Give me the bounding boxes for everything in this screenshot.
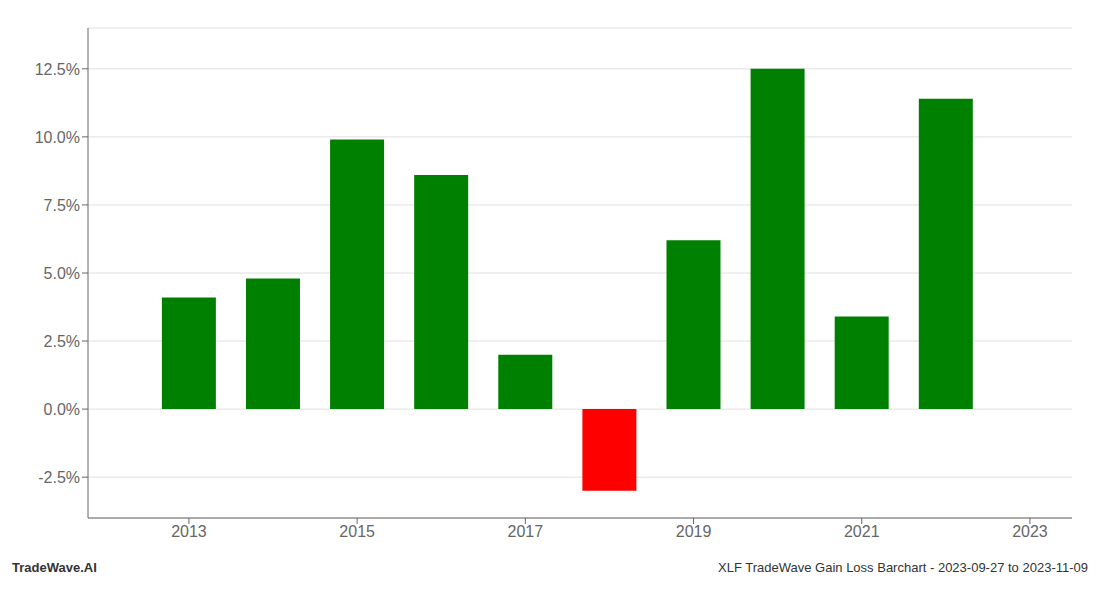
svg-text:0.0%: 0.0% — [44, 401, 80, 418]
svg-text:5.0%: 5.0% — [44, 265, 80, 282]
html-text:XLF TradeWave Gain Loss Barcha: XLF TradeWave Gain Loss Barchart - 2023-… — [718, 560, 1088, 575]
svg-text:10.0%: 10.0% — [35, 129, 80, 146]
svg-text:2015: 2015 — [339, 523, 375, 540]
svg-text:-2.5%: -2.5% — [38, 469, 80, 486]
svg-text:12.5%: 12.5% — [35, 61, 80, 78]
svg-text:2023: 2023 — [1012, 523, 1048, 540]
svg-text:2013: 2013 — [171, 523, 207, 540]
svg-text:2021: 2021 — [844, 523, 880, 540]
svg-text:2.5%: 2.5% — [44, 333, 80, 350]
svg-text:7.5%: 7.5% — [44, 197, 80, 214]
html-text:TradeWave.AI: TradeWave.AI — [12, 560, 97, 575]
svg-text:2019: 2019 — [676, 523, 712, 540]
svg-text:2017: 2017 — [508, 523, 544, 540]
